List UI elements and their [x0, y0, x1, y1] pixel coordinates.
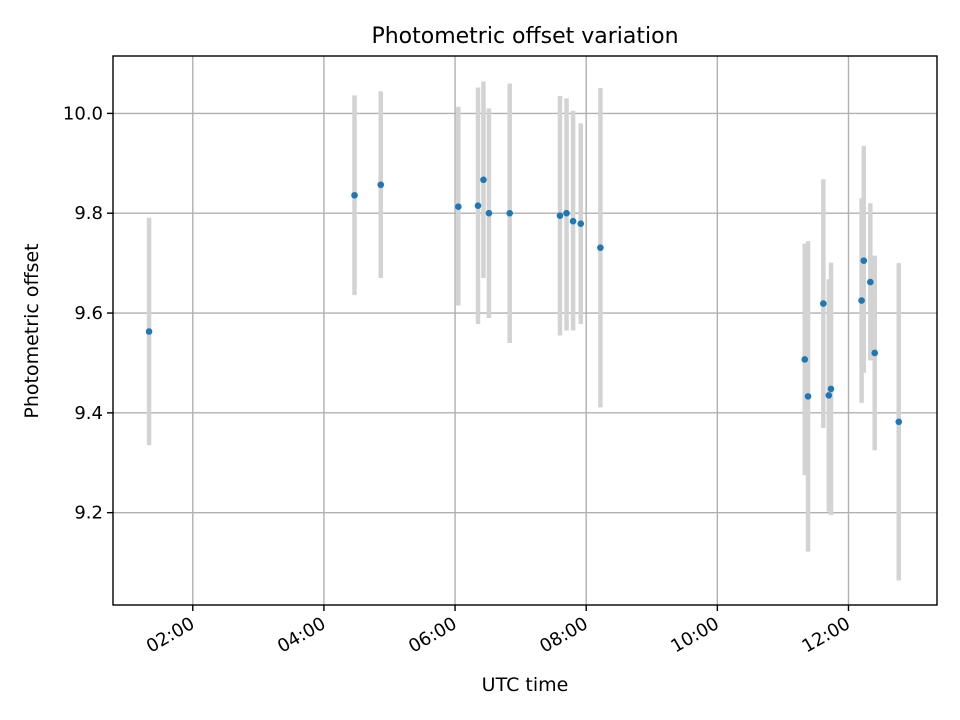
y-tick-label: 9.6 — [74, 303, 103, 324]
data-point — [145, 328, 153, 335]
y-tick-label: 10.0 — [63, 103, 103, 124]
data-point — [455, 203, 462, 211]
data-point — [485, 209, 493, 217]
data-point — [480, 176, 487, 184]
data-point — [871, 349, 879, 357]
data-point — [801, 356, 809, 363]
data-point — [820, 300, 827, 307]
chart-title: Photometric offset variation — [371, 24, 678, 49]
data-point — [867, 278, 874, 286]
data-point — [563, 209, 570, 217]
y-axis-label: Photometric offset — [21, 243, 43, 418]
y-tick-label: 9.2 — [74, 503, 103, 524]
data-point — [474, 202, 482, 210]
data-point — [895, 418, 903, 426]
x-axis-label: UTC time — [482, 674, 569, 696]
data-point — [556, 212, 564, 220]
data-point — [827, 385, 835, 393]
data-point — [506, 209, 514, 217]
data-points — [145, 176, 903, 426]
data-point — [377, 181, 385, 189]
data-point — [825, 392, 833, 399]
data-point — [577, 220, 585, 227]
data-point — [860, 257, 868, 264]
y-tick-label: 9.8 — [74, 203, 103, 224]
data-point — [351, 191, 358, 199]
data-point — [569, 217, 577, 225]
data-point — [858, 297, 865, 304]
grid-lines — [113, 56, 937, 605]
data-point — [597, 244, 604, 251]
data-point — [804, 393, 812, 400]
y-tick-label: 9.4 — [74, 403, 103, 424]
plot-frame — [112, 55, 938, 606]
